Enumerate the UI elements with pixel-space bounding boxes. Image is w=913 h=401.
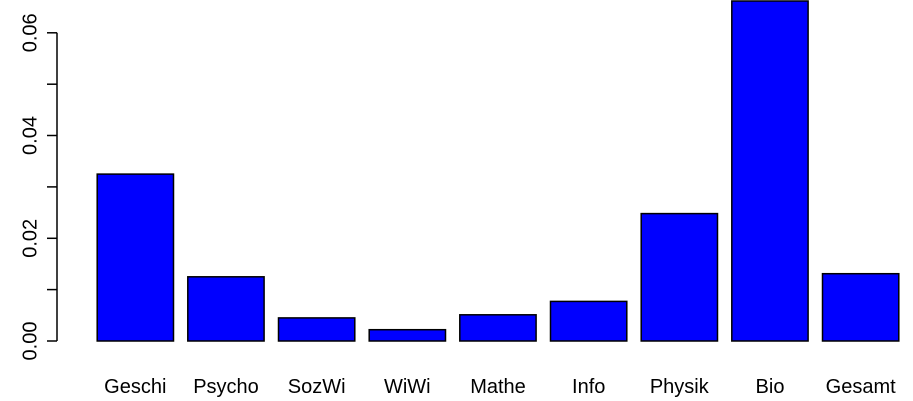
x-tick-label-wiwi: WiWi — [384, 376, 431, 398]
bar-wiwi — [368, 328, 447, 342]
x-tick-label-bio: Bio — [756, 376, 785, 398]
bar-mathe — [459, 314, 537, 342]
bar-physik — [640, 212, 719, 342]
x-tick-label-mathe: Mathe — [470, 376, 526, 398]
bar-geschi — [96, 173, 175, 342]
bar-info — [549, 300, 628, 342]
y-tick-label: 0.00 — [19, 322, 41, 361]
bar-gesamt — [821, 272, 900, 342]
x-tick-label-physik: Physik — [650, 376, 710, 398]
y-tick-label: 0.02 — [19, 219, 41, 258]
x-tick-label-sozwi: SozWi — [288, 376, 346, 398]
y-tick-label: 0.06 — [19, 13, 41, 52]
bar-psycho — [187, 276, 265, 342]
bar-bio — [731, 0, 809, 342]
x-tick-label-geschi: Geschi — [104, 376, 166, 398]
bars-group — [96, 0, 900, 342]
x-tick-label-psycho: Psycho — [193, 376, 259, 398]
bar-sozwi — [277, 317, 356, 342]
x-axis-labels: Geschi Psycho SozWi WiWi Mathe Info Physik Bio G… — [104, 376, 896, 398]
x-tick-label-gesamt: Gesamt — [826, 376, 896, 398]
x-tick-label-info: Info — [572, 376, 605, 398]
y-tick-label: 0.04 — [19, 116, 41, 155]
y-axis: 0.00 0.02 0.04 0.06 — [19, 13, 58, 361]
